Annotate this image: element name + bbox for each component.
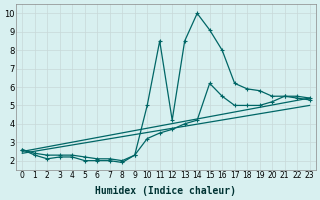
X-axis label: Humidex (Indice chaleur): Humidex (Indice chaleur) xyxy=(95,186,236,196)
